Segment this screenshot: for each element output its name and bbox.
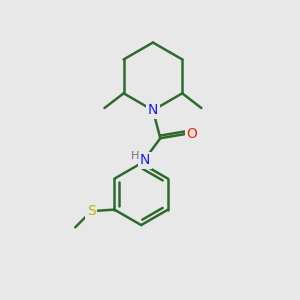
- Text: O: O: [187, 127, 197, 141]
- Text: N: N: [148, 103, 158, 117]
- Text: N: N: [140, 153, 151, 167]
- Text: H: H: [130, 151, 139, 161]
- Text: S: S: [87, 204, 96, 218]
